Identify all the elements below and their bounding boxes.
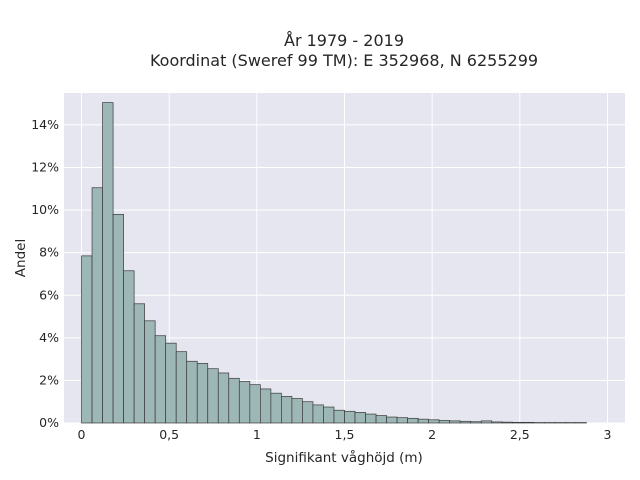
histogram-bar bbox=[260, 388, 272, 424]
histogram-bar bbox=[333, 409, 345, 424]
histogram-bar bbox=[344, 410, 356, 424]
histogram-bar bbox=[196, 363, 209, 424]
y-tick-label: 8% bbox=[39, 245, 59, 260]
histogram-bar bbox=[501, 421, 514, 424]
y-tick-label: 4% bbox=[39, 330, 59, 345]
x-tick-label: 0,5 bbox=[159, 427, 179, 442]
histogram-bar bbox=[522, 422, 535, 424]
histogram-bar bbox=[207, 368, 219, 424]
y-tick-label: 12% bbox=[31, 160, 59, 175]
histogram-bar bbox=[102, 102, 114, 424]
x-tick-label: 3 bbox=[603, 427, 611, 442]
histogram-bar bbox=[428, 419, 440, 424]
y-axis-ticks: 0% 2% 4% 6% 8% 10% 12% 14% bbox=[31, 117, 59, 430]
histogram-bar bbox=[375, 415, 387, 424]
histogram-bar bbox=[396, 417, 408, 424]
histogram-bar bbox=[354, 412, 366, 424]
histogram-bar bbox=[459, 420, 472, 424]
histogram-bar bbox=[417, 418, 430, 424]
histogram-bar bbox=[217, 372, 230, 424]
y-tick-label: 0% bbox=[39, 415, 59, 430]
histogram-bar bbox=[291, 398, 303, 424]
histogram-bar bbox=[228, 377, 240, 424]
histogram-bar bbox=[281, 396, 293, 424]
histogram-bar bbox=[165, 342, 177, 424]
x-tick-label: 0 bbox=[78, 427, 86, 442]
histogram-bar bbox=[480, 420, 493, 424]
histogram-bar bbox=[491, 421, 503, 424]
histogram-bar bbox=[438, 420, 451, 424]
histogram-bar bbox=[81, 255, 93, 424]
histogram-bar bbox=[123, 270, 135, 424]
histogram-bar bbox=[512, 422, 524, 424]
chart-title-line-1: År 1979 - 2019 bbox=[284, 31, 404, 50]
chart-title-line-2: Koordinat (Sweref 99 TM): E 352968, N 62… bbox=[150, 51, 538, 70]
histogram-bar bbox=[365, 413, 377, 424]
y-tick-label: 2% bbox=[39, 372, 59, 387]
histogram-bar bbox=[323, 406, 335, 424]
histogram-bar bbox=[302, 401, 314, 424]
histogram-bar bbox=[154, 335, 167, 424]
x-axis-label: Signifikant våghöjd (m) bbox=[265, 449, 423, 466]
histogram-bar bbox=[470, 421, 482, 424]
histogram-bar bbox=[112, 214, 124, 424]
histogram-bar bbox=[238, 381, 251, 424]
histogram-bar bbox=[91, 187, 103, 424]
histogram-bar bbox=[270, 392, 282, 424]
x-tick-label: 1,5 bbox=[335, 427, 355, 442]
y-tick-label: 6% bbox=[39, 287, 59, 302]
y-tick-label: 14% bbox=[31, 117, 59, 132]
histogram-bar bbox=[144, 320, 156, 424]
y-tick-label: 10% bbox=[31, 202, 59, 217]
histogram-bar bbox=[175, 351, 188, 424]
histogram-bar bbox=[133, 303, 145, 424]
histogram-bars bbox=[81, 102, 587, 424]
histogram-bar bbox=[407, 417, 419, 424]
histogram-bar bbox=[186, 360, 198, 424]
histogram-bar bbox=[312, 404, 324, 424]
x-tick-label: 1 bbox=[253, 427, 261, 442]
histogram-bar bbox=[449, 420, 461, 424]
x-tick-label: 2 bbox=[428, 427, 436, 442]
y-axis-label: Andel bbox=[13, 239, 29, 277]
histogram-bar bbox=[386, 416, 398, 424]
histogram-bar bbox=[249, 384, 261, 424]
x-tick-label: 2,5 bbox=[510, 427, 530, 442]
x-axis-ticks: 0 0,5 1 1,5 2 2,5 3 bbox=[78, 427, 612, 442]
